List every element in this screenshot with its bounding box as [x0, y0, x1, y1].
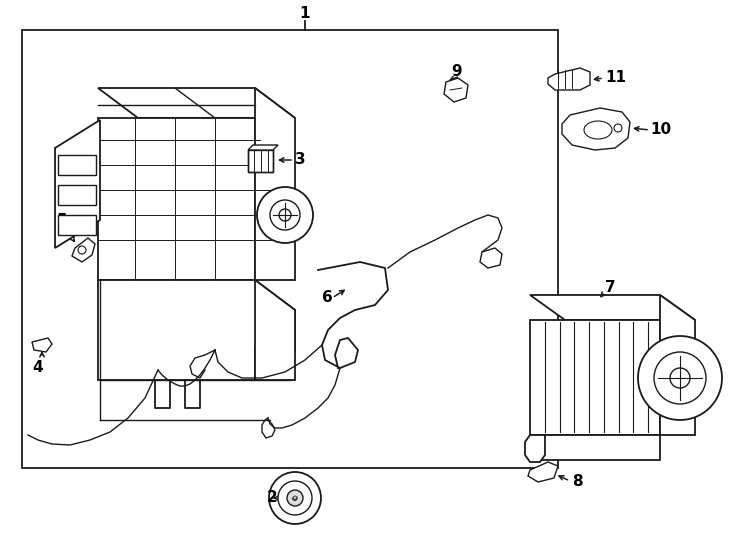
Text: 11: 11 [605, 71, 626, 85]
Circle shape [269, 472, 321, 524]
Text: 6: 6 [322, 291, 333, 306]
Ellipse shape [584, 121, 612, 139]
Text: 4: 4 [33, 360, 43, 375]
Polygon shape [525, 435, 545, 462]
Text: 10: 10 [650, 123, 671, 138]
Polygon shape [562, 108, 630, 150]
Polygon shape [98, 118, 255, 280]
Text: 2: 2 [267, 490, 278, 505]
Polygon shape [255, 280, 295, 380]
Text: 1: 1 [299, 6, 310, 22]
Bar [248, 150, 273, 172]
Circle shape [279, 209, 291, 221]
Polygon shape [480, 248, 502, 268]
Bar [22, 30, 558, 468]
Polygon shape [444, 78, 468, 102]
Bar [58, 185, 96, 205]
Circle shape [654, 352, 706, 404]
Circle shape [287, 490, 303, 506]
Polygon shape [72, 238, 95, 262]
Bar [58, 155, 96, 175]
Text: 3: 3 [295, 152, 305, 167]
Polygon shape [98, 88, 295, 118]
Polygon shape [548, 68, 590, 90]
Text: 5: 5 [57, 213, 68, 228]
Text: 9: 9 [451, 64, 462, 79]
Text: 8: 8 [572, 475, 583, 489]
Circle shape [78, 246, 86, 254]
Polygon shape [32, 338, 52, 352]
Polygon shape [528, 462, 558, 482]
Polygon shape [530, 435, 660, 460]
Polygon shape [98, 280, 295, 380]
Circle shape [614, 124, 622, 132]
Polygon shape [55, 120, 100, 248]
Polygon shape [530, 320, 660, 435]
Circle shape [257, 187, 313, 243]
Polygon shape [255, 88, 295, 280]
Circle shape [638, 336, 722, 420]
Bar [58, 215, 96, 235]
Circle shape [278, 481, 312, 515]
Polygon shape [530, 295, 695, 320]
Circle shape [670, 368, 690, 388]
Circle shape [270, 200, 300, 230]
Polygon shape [660, 295, 695, 435]
Polygon shape [248, 145, 278, 150]
Text: 7: 7 [605, 280, 616, 295]
